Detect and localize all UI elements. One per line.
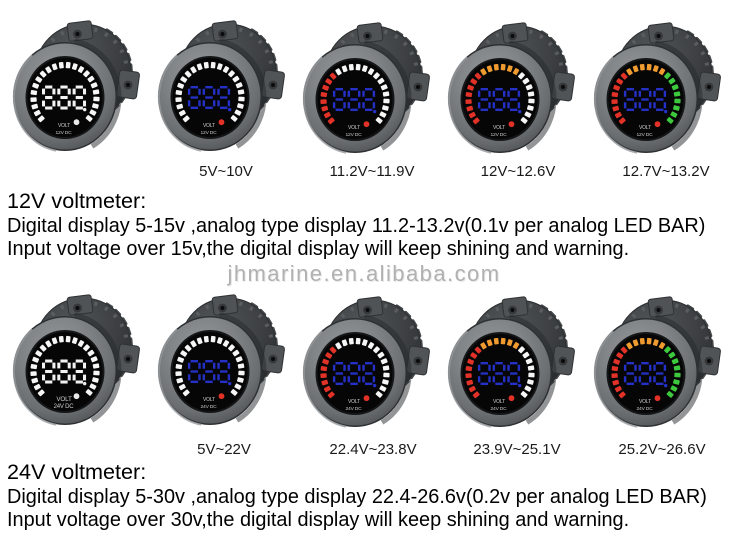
svg-text:VOLT: VOLT: [203, 397, 215, 403]
svg-text:12V DC: 12V DC: [637, 132, 654, 138]
svg-text:12V DC: 12V DC: [346, 132, 363, 138]
svg-text:VOLT: VOLT: [639, 399, 651, 405]
svg-text:24V DC: 24V DC: [53, 404, 74, 410]
svg-text:VOLT: VOLT: [493, 125, 505, 131]
svg-text:VOLT: VOLT: [58, 123, 70, 129]
svg-text:VOLT: VOLT: [639, 125, 651, 131]
svg-text:VOLT: VOLT: [348, 125, 360, 131]
svg-text:12V DC: 12V DC: [491, 132, 508, 138]
svg-text:12V DC: 12V DC: [55, 130, 72, 136]
svg-text:VOLT: VOLT: [203, 123, 215, 129]
svg-text:24V DC: 24V DC: [201, 404, 218, 410]
svg-text:24V DC: 24V DC: [346, 406, 363, 412]
svg-text:24V DC: 24V DC: [491, 406, 508, 412]
svg-text:VOLT: VOLT: [56, 396, 72, 403]
svg-text:VOLT: VOLT: [348, 399, 360, 405]
svg-text:12V DC: 12V DC: [201, 130, 218, 136]
svg-text:VOLT: VOLT: [493, 399, 505, 405]
svg-text:24V DC: 24V DC: [637, 406, 654, 412]
